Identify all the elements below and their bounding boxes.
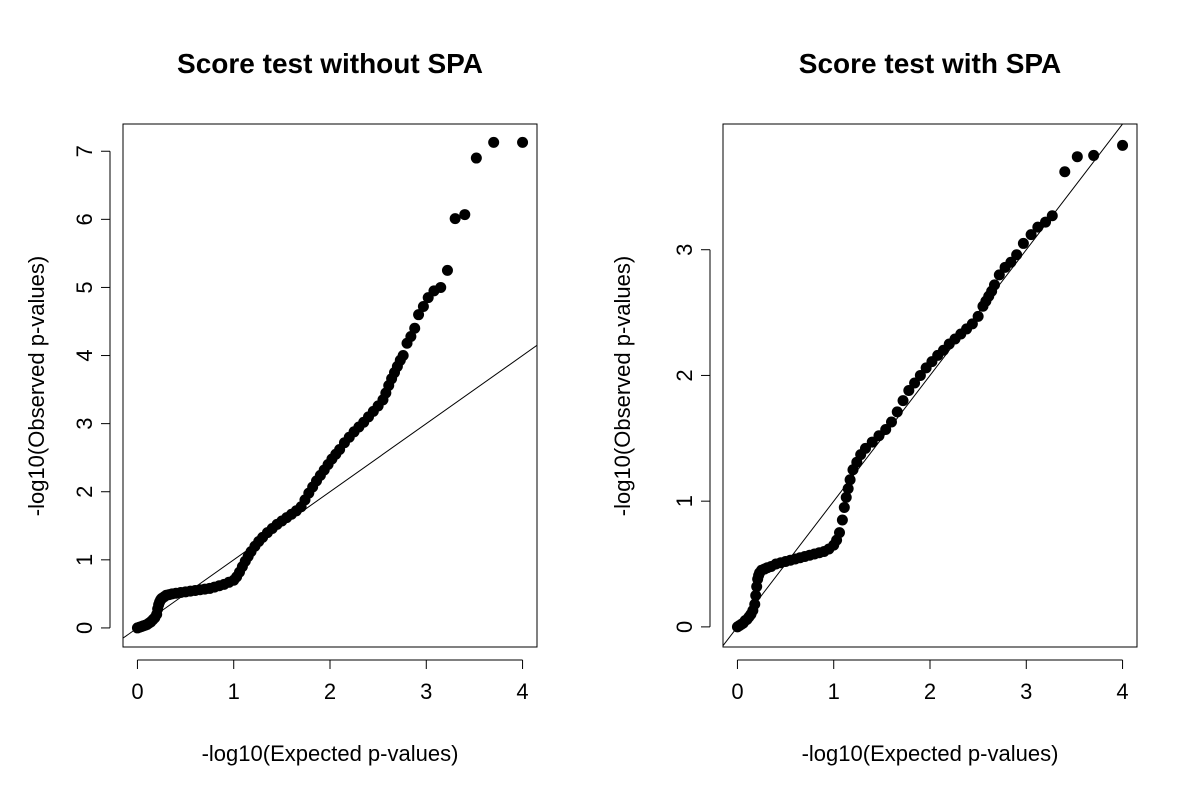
chart-title: Score test without SPA xyxy=(177,48,483,79)
data-point xyxy=(838,501,850,513)
x-tick-label: 1 xyxy=(828,679,840,704)
data-point xyxy=(840,491,852,503)
data-point xyxy=(459,209,471,221)
x-tick-label: 3 xyxy=(420,679,432,704)
x-axis-label: -log10(Expected p-values) xyxy=(202,741,459,766)
x-tick-label: 2 xyxy=(924,679,936,704)
data-point xyxy=(409,322,421,334)
data-point xyxy=(833,527,845,539)
data-point xyxy=(1071,151,1083,163)
data-point xyxy=(909,377,921,389)
plot-frame xyxy=(122,123,538,648)
data-point xyxy=(836,514,848,526)
data-point xyxy=(885,416,897,428)
y-tick-label: 0 xyxy=(72,622,97,634)
data-point xyxy=(470,152,482,164)
data-point xyxy=(405,330,417,342)
x-tick-label: 2 xyxy=(324,679,336,704)
y-tick-label: 0 xyxy=(672,621,697,633)
y-tick-label: 6 xyxy=(72,213,97,225)
data-point xyxy=(1005,256,1017,268)
data-point xyxy=(435,281,447,293)
data-point xyxy=(1025,229,1037,241)
data-points xyxy=(731,139,1129,633)
x-axis-label: -log10(Expected p-values) xyxy=(802,741,1059,766)
data-point xyxy=(842,483,854,495)
y-tick-label: 2 xyxy=(72,486,97,498)
data-point xyxy=(914,369,926,381)
y-tick-label: 4 xyxy=(72,349,97,361)
data-point xyxy=(397,350,409,362)
x-tick-label: 4 xyxy=(1116,679,1128,704)
data-point xyxy=(993,269,1005,281)
data-point xyxy=(517,136,529,148)
y-axis-label: -log10(Observed p-values) xyxy=(24,256,49,516)
data-point xyxy=(413,309,425,321)
x-tick-label: 0 xyxy=(131,679,143,704)
x-tick-label: 4 xyxy=(516,679,528,704)
y-tick-label: 5 xyxy=(72,281,97,293)
data-point xyxy=(891,406,903,418)
chart-title: Score test with SPA xyxy=(799,48,1061,79)
data-point xyxy=(989,279,1001,291)
y-tick-label: 3 xyxy=(72,418,97,430)
data-point xyxy=(488,136,500,148)
x-tick-label: 1 xyxy=(228,679,240,704)
y-tick-label: 3 xyxy=(672,244,697,256)
data-point xyxy=(1088,149,1100,161)
data-point xyxy=(1117,139,1129,151)
data-point xyxy=(1046,210,1058,222)
data-point xyxy=(750,589,762,601)
data-point xyxy=(441,264,453,276)
y-axis-label: -log10(Observed p-values) xyxy=(610,256,635,516)
data-point xyxy=(966,318,978,330)
data-point xyxy=(844,474,856,486)
data-point xyxy=(897,395,909,407)
y-tick-label: 2 xyxy=(672,369,697,381)
data-point xyxy=(749,598,761,610)
data-point xyxy=(1059,166,1071,178)
qq-plot-panel-with-spa: Score test with SPA -log10(Expected p-va… xyxy=(610,48,1138,766)
data-point xyxy=(449,213,461,225)
data-point xyxy=(903,385,915,397)
x-tick-label: 0 xyxy=(731,679,743,704)
plot-frame xyxy=(722,123,1138,648)
x-tick-label: 3 xyxy=(1020,679,1032,704)
data-point xyxy=(1017,237,1029,249)
data-point xyxy=(1011,249,1023,261)
data-point xyxy=(417,301,429,313)
data-point xyxy=(880,424,892,436)
y-tick-label: 1 xyxy=(672,495,697,507)
y-tick-label: 7 xyxy=(72,145,97,157)
data-point xyxy=(972,310,984,322)
data-points xyxy=(131,136,529,634)
qq-plot-panel-without-spa: Score test without SPA -log10(Expected p… xyxy=(24,48,538,766)
y-tick-label: 1 xyxy=(72,554,97,566)
